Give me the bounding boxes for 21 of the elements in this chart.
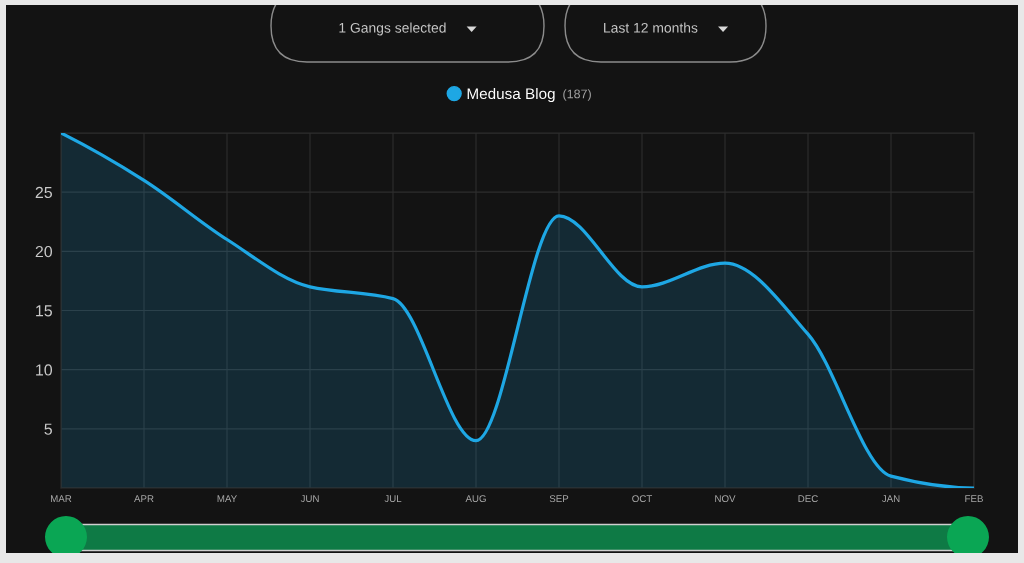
y-tick-label: 25 [35, 186, 52, 199]
text: (187) [563, 89, 591, 101]
x-tick-label: JAN [881, 495, 900, 503]
y-tick-label: 20 [35, 245, 53, 258]
x-tick-label: SEP [549, 495, 569, 503]
x-tick-label: MAY [217, 495, 237, 502]
legend-label: Medusa Blog [467, 87, 555, 103]
y-tick-label: 5 [44, 423, 52, 435]
x-tick-label: AUG [465, 495, 486, 503]
x-tick-label: FEB [965, 495, 983, 502]
text: Last 12 months [604, 22, 698, 33]
y-tick-label: 10 [36, 364, 53, 376]
y-tick-label: 15 [36, 305, 52, 317]
x-tick-label: NOV [715, 495, 736, 503]
x-tick-label: DEC [798, 495, 818, 503]
text: 1 Gangs selected [339, 22, 446, 36]
x-tick-label: OCT [632, 495, 653, 503]
x-tick-label: JUL [384, 495, 402, 503]
x-tick-label: MAR [51, 495, 72, 502]
x-tick-label: JUN [300, 495, 319, 503]
x-tick-label: APR [134, 495, 154, 502]
